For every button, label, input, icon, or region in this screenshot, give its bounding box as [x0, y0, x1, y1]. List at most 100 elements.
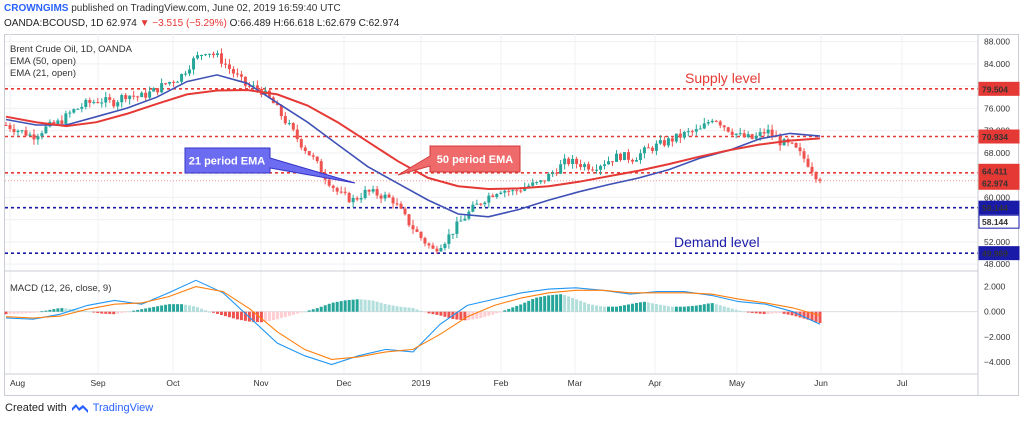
candle-body — [814, 172, 818, 180]
candle-body — [674, 133, 678, 142]
ema50-callout: 50 period EMA — [397, 145, 521, 176]
macd-bar — [563, 294, 567, 312]
macd-bar — [24, 311, 28, 314]
ema21-callout-text: 21 period EMA — [189, 156, 265, 168]
candle-body — [72, 109, 76, 113]
macd-bar — [638, 302, 642, 312]
macd-bar — [12, 311, 16, 314]
macd-bar — [279, 311, 283, 319]
candle-body — [726, 127, 730, 132]
macd-bar — [415, 309, 419, 312]
macd-bar — [20, 311, 24, 314]
candle-body — [527, 185, 531, 188]
macd-bar — [44, 310, 48, 312]
macd-bar — [231, 311, 235, 319]
macd-bar — [92, 311, 96, 313]
macd-bar — [618, 305, 622, 312]
supply-level-label: Supply level — [685, 70, 761, 86]
candle-body — [12, 128, 16, 133]
candle-body — [415, 229, 419, 232]
macd-bar — [475, 311, 479, 319]
candle-body — [539, 180, 543, 183]
candle-body — [634, 159, 638, 162]
macd-bar — [211, 311, 215, 313]
candle-body — [235, 73, 239, 75]
macd-bar — [223, 311, 227, 317]
macd-bar — [160, 305, 164, 312]
author-name[interactable]: CROWNGIMS — [4, 3, 69, 14]
price-label-text: 64.411 — [982, 166, 1008, 176]
macd-bar — [678, 306, 682, 312]
candle-body — [798, 147, 802, 152]
candle-body — [714, 120, 718, 122]
candle-body — [746, 134, 750, 138]
candle-body — [387, 194, 391, 198]
macd-bar — [499, 311, 503, 313]
price-label-text: 58.144 — [982, 217, 1008, 227]
macd-bar — [363, 299, 367, 312]
macd-bar — [200, 308, 204, 312]
macd-bar — [176, 304, 180, 312]
macd-bar — [738, 310, 742, 312]
macd-bar — [567, 296, 571, 312]
macd-bar — [84, 310, 88, 312]
candle-body — [255, 85, 259, 89]
candle-body — [243, 76, 247, 86]
candle-body — [279, 105, 283, 117]
macd-bar — [339, 301, 343, 312]
candle-body — [475, 203, 479, 205]
candle-body — [407, 214, 411, 226]
ema21-callout: 21 period EMA — [184, 147, 356, 184]
macd-bar — [770, 311, 774, 314]
macd-bar — [164, 304, 168, 312]
x-tick-label: Feb — [494, 378, 509, 388]
candle-body — [128, 95, 132, 100]
candle-body — [658, 140, 662, 144]
macd-bar — [76, 309, 80, 312]
macd-bar — [48, 309, 52, 312]
candle-body — [303, 147, 307, 152]
macd-bar — [136, 309, 140, 312]
candle-body — [339, 191, 343, 193]
price-chart[interactable]: 48.00052.00056.00060.00064.00068.00072.0… — [0, 0, 1024, 400]
candle-body — [762, 132, 766, 134]
candle-body — [196, 55, 200, 59]
candle-body — [435, 248, 439, 252]
macd-bar — [355, 299, 359, 312]
macd-bar — [124, 311, 128, 313]
footer-brand[interactable]: TradingView — [92, 402, 154, 414]
candle-body — [698, 128, 702, 130]
candle-body — [662, 140, 666, 146]
price-label-text: 79.504 — [982, 84, 1008, 94]
macd-bar — [431, 311, 435, 315]
candle-body — [802, 151, 806, 159]
macd-tick-label: 0.000 — [984, 307, 1006, 317]
macd-tick-label: −4.000 — [984, 357, 1011, 367]
candle-body — [16, 130, 20, 133]
macd-bar — [634, 302, 638, 312]
price-label-box — [978, 81, 1020, 96]
candle-body — [738, 133, 742, 135]
candle-body — [750, 134, 754, 139]
macd-histogram — [4, 294, 978, 323]
candle-body — [231, 68, 235, 74]
macd-bar — [227, 311, 231, 318]
macd-bar — [243, 311, 247, 321]
candle-body — [188, 69, 192, 74]
macd-bar — [547, 295, 551, 312]
macd-bar — [204, 310, 208, 312]
macd-bar — [519, 304, 523, 312]
candle-body — [32, 134, 36, 140]
macd-bar — [120, 311, 124, 313]
macd-bar — [112, 311, 116, 315]
macd-bar — [622, 305, 626, 312]
price-label-box — [978, 129, 1020, 144]
time-axis: Aug Sep Oct Nov Dec 2019 Feb Mar Apr May Jun Jul — [10, 378, 908, 388]
candle-body — [40, 133, 44, 137]
price-label-box — [978, 214, 1020, 229]
candle-body — [491, 195, 495, 197]
candle-body — [136, 96, 140, 98]
macd-bar — [523, 302, 527, 312]
chart-header: CROWNGIMS published on TradingView.com, … — [0, 0, 1024, 34]
macd-bar — [746, 311, 750, 313]
